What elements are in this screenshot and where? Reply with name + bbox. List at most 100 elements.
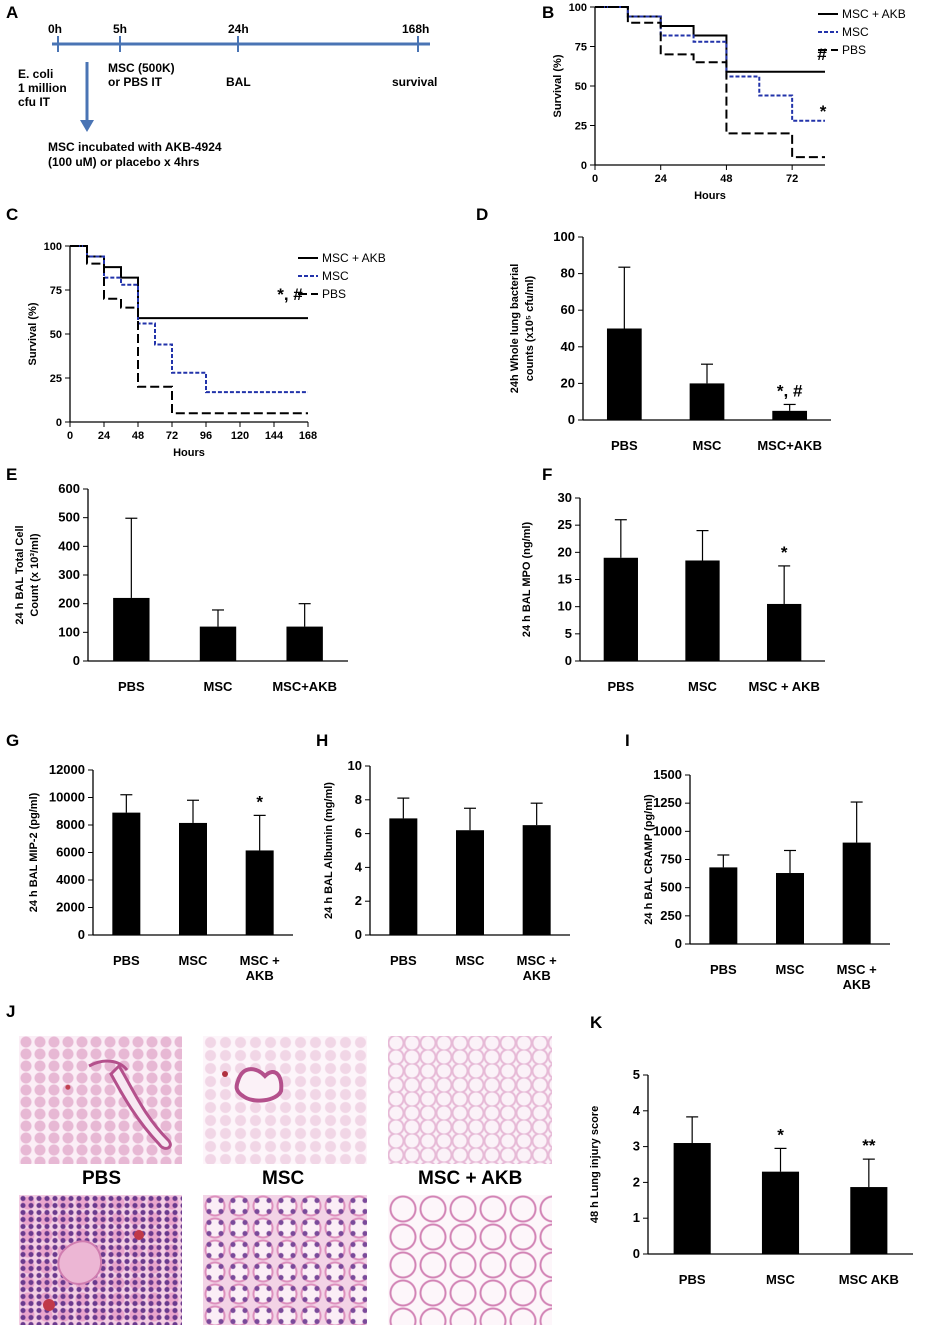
y-tick-label: 10	[558, 599, 572, 614]
panel-c: C 0 25 50 75 100 Survival (%) 0 24 48 72 96 120 144 16…	[0, 200, 470, 460]
y-tick-label: 0	[581, 160, 587, 172]
bar-chart-h: H 0 2 4 6 8 10 24 h BAL Albumin (mg/ml) PBS MSC MS…	[316, 731, 570, 983]
significance-marker: *	[256, 792, 263, 811]
y-tick-label: 10000	[49, 790, 85, 805]
category-label: MSC	[179, 953, 209, 968]
category-label: AKB	[523, 968, 551, 983]
category-label: MSC	[456, 953, 486, 968]
time-24h: 24h	[228, 22, 249, 36]
series-line-dotted	[70, 245, 308, 394]
panel-label-b: B	[542, 3, 554, 22]
histology-akb-low-mag	[388, 1036, 552, 1164]
y-axis-label: 24 h BAL CRAMP (pg/ml)	[643, 794, 655, 925]
y-tick-label: 60	[561, 302, 575, 317]
panel-label-h: H	[316, 731, 328, 750]
histology-label-pbs: PBS	[82, 1168, 122, 1189]
y-tick-label: 0	[565, 653, 572, 668]
y-tick-label: 100	[553, 229, 575, 244]
x-tick-label: 0	[592, 173, 598, 185]
y-tick-label: 100	[58, 624, 80, 639]
y-axis-label: counts (x10⁵ cfu/ml)	[524, 275, 536, 381]
y-axis-label: 24h Whole lung bacterial	[509, 264, 521, 394]
bar	[850, 1187, 888, 1254]
category-label: PBS	[679, 1272, 706, 1287]
bar-chart-k: K 0 1 2 3 4 5 48 h Lung injury score PBS * MSC ** MS…	[589, 1013, 913, 1287]
y-tick-label: 30	[558, 490, 572, 505]
histology-label-msc-akb: MSC + AKB	[418, 1168, 523, 1189]
bar	[673, 1143, 711, 1254]
y-tick-label: 8000	[56, 817, 85, 832]
y-tick-label: 6	[355, 826, 362, 841]
series-line-dotted	[595, 6, 825, 122]
y-axis-label: 24 h BAL Albumin (mg/ml)	[323, 782, 335, 919]
y-tick-label: 300	[58, 567, 80, 582]
panel-label-g: G	[6, 731, 19, 750]
time-0h: 0h	[48, 22, 62, 36]
category-label: MSC +	[240, 953, 281, 968]
bar	[606, 328, 642, 420]
y-axis-label: 48 h Lung injury score	[589, 1106, 601, 1223]
y-tick-label: 6000	[56, 845, 85, 860]
panel-i: I 0 250 500 750 1000 1250 1500 24 h BAL CRAMP (p…	[623, 722, 935, 1000]
significance-marker: *, #	[777, 381, 803, 400]
bar	[113, 597, 150, 661]
category-label: AKB	[843, 977, 871, 992]
y-tick-label: 4	[355, 859, 363, 874]
legend-entry: PBS	[842, 43, 866, 57]
timeline-note-line1: MSC incubated with AKB-4924	[48, 140, 222, 154]
y-axis-label: Count (x 10³/ml)	[29, 533, 41, 616]
histology-msc-high-mag	[203, 1195, 367, 1325]
category-label: MSC+AKB	[757, 438, 822, 453]
x-tick-label: 96	[200, 430, 212, 442]
category-label: PBS	[710, 962, 737, 977]
panel-a-timeline: A 0h 5h 24h 168h E. coli 1 million cfu I…	[0, 0, 470, 190]
significance-marker: #	[817, 45, 827, 64]
bar	[245, 850, 274, 935]
bar	[112, 812, 141, 935]
y-tick-label: 500	[660, 880, 682, 895]
y-tick-label: 1500	[653, 767, 682, 782]
bar-chart-e: E 0 100 200 300 400 500 600 24 h BAL Total Cell C…	[6, 465, 348, 694]
category-label: MSC	[204, 679, 234, 694]
category-label: PBS	[113, 953, 140, 968]
category-label: PBS	[611, 438, 638, 453]
series-line-dashed	[70, 245, 308, 415]
bar	[685, 560, 720, 661]
panel-label-i: I	[625, 731, 630, 750]
significance-marker: *	[820, 102, 827, 121]
timeline-arrowhead-icon	[80, 120, 94, 132]
y-tick-label: 1000	[653, 823, 682, 838]
panel-label-k: K	[590, 1013, 603, 1032]
timeline-ecoli-line3: cfu IT	[18, 95, 51, 109]
bar	[709, 867, 738, 944]
time-5h: 5h	[113, 22, 127, 36]
y-tick-label: 2	[633, 1174, 640, 1189]
x-tick-label: 0	[67, 430, 73, 442]
category-label: MSC	[776, 962, 806, 977]
panel-f: F 0 5 10 15 20 25 30 24 h BAL MPO (ng/ml) PBS MSC *…	[470, 460, 935, 710]
y-tick-label: 750	[660, 852, 682, 867]
histology-msc-low-mag	[203, 1036, 367, 1164]
panel-j-histology: J PBS MSC MSC + AKB	[0, 1000, 560, 1327]
bar	[767, 603, 802, 661]
y-tick-label: 50	[50, 329, 62, 341]
bar	[772, 410, 808, 420]
panel-label-a: A	[6, 3, 18, 22]
bar-chart-f: F 0 5 10 15 20 25 30 24 h BAL MPO (ng/ml) PBS MSC *…	[521, 465, 825, 694]
y-tick-label: 100	[44, 241, 62, 253]
bar	[456, 830, 484, 935]
bar-chart-i: I 0 250 500 750 1000 1250 1500 24 h BAL CRAMP (p…	[625, 731, 890, 992]
x-tick-label: 168	[299, 430, 317, 442]
bar	[761, 1171, 800, 1254]
y-tick-label: 250	[660, 908, 682, 923]
category-label: MSC	[693, 438, 723, 453]
y-tick-label: 4000	[56, 872, 85, 887]
y-tick-label: 20	[561, 375, 575, 390]
x-tick-label: 24	[655, 173, 668, 185]
histology-pbs-high-mag	[19, 1195, 182, 1325]
y-axis-label: Survival (%)	[552, 54, 564, 117]
y-axis-label: 24 h BAL Total Cell	[14, 525, 26, 624]
y-tick-label: 40	[561, 339, 575, 354]
y-tick-label: 25	[575, 121, 587, 133]
bar-chart-d: D 0 20 40 60 80 100 24h Whole lung bacterial cou…	[476, 205, 831, 453]
